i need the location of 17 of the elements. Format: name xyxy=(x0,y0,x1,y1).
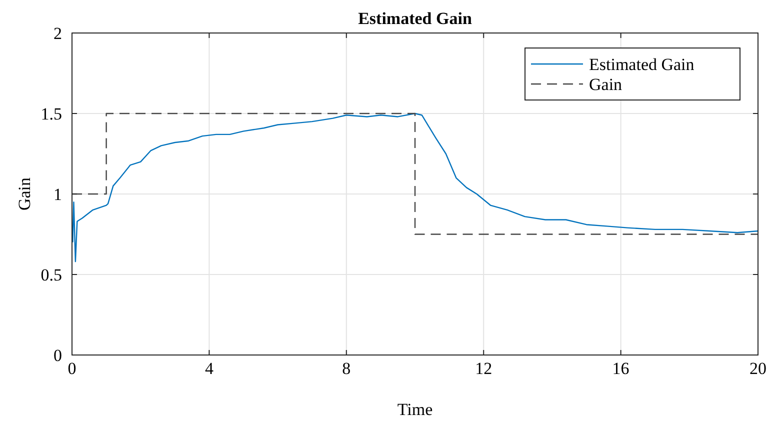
x-tick-label: 8 xyxy=(342,359,351,378)
chart-title: Estimated Gain xyxy=(358,9,472,28)
y-axis-title: Gain xyxy=(15,176,34,211)
x-tick-label: 20 xyxy=(750,359,766,378)
legend-label: Estimated Gain xyxy=(589,54,695,74)
x-tick-label: 12 xyxy=(475,359,492,378)
line-series xyxy=(72,112,759,262)
y-tick-label: 0.5 xyxy=(40,265,62,284)
x-tick-label: 4 xyxy=(204,359,214,378)
x-tick-label: 0 xyxy=(68,359,76,378)
y-tick-label: 1 xyxy=(54,184,62,204)
y-tick-label: 0 xyxy=(54,346,62,365)
y-tick-label: 2 xyxy=(54,24,62,43)
legend-label: Gain xyxy=(589,74,623,94)
y-tick-label: 1.5 xyxy=(40,104,62,124)
x-axis-title: Time xyxy=(397,400,433,419)
x-tick-label: 16 xyxy=(612,359,630,378)
